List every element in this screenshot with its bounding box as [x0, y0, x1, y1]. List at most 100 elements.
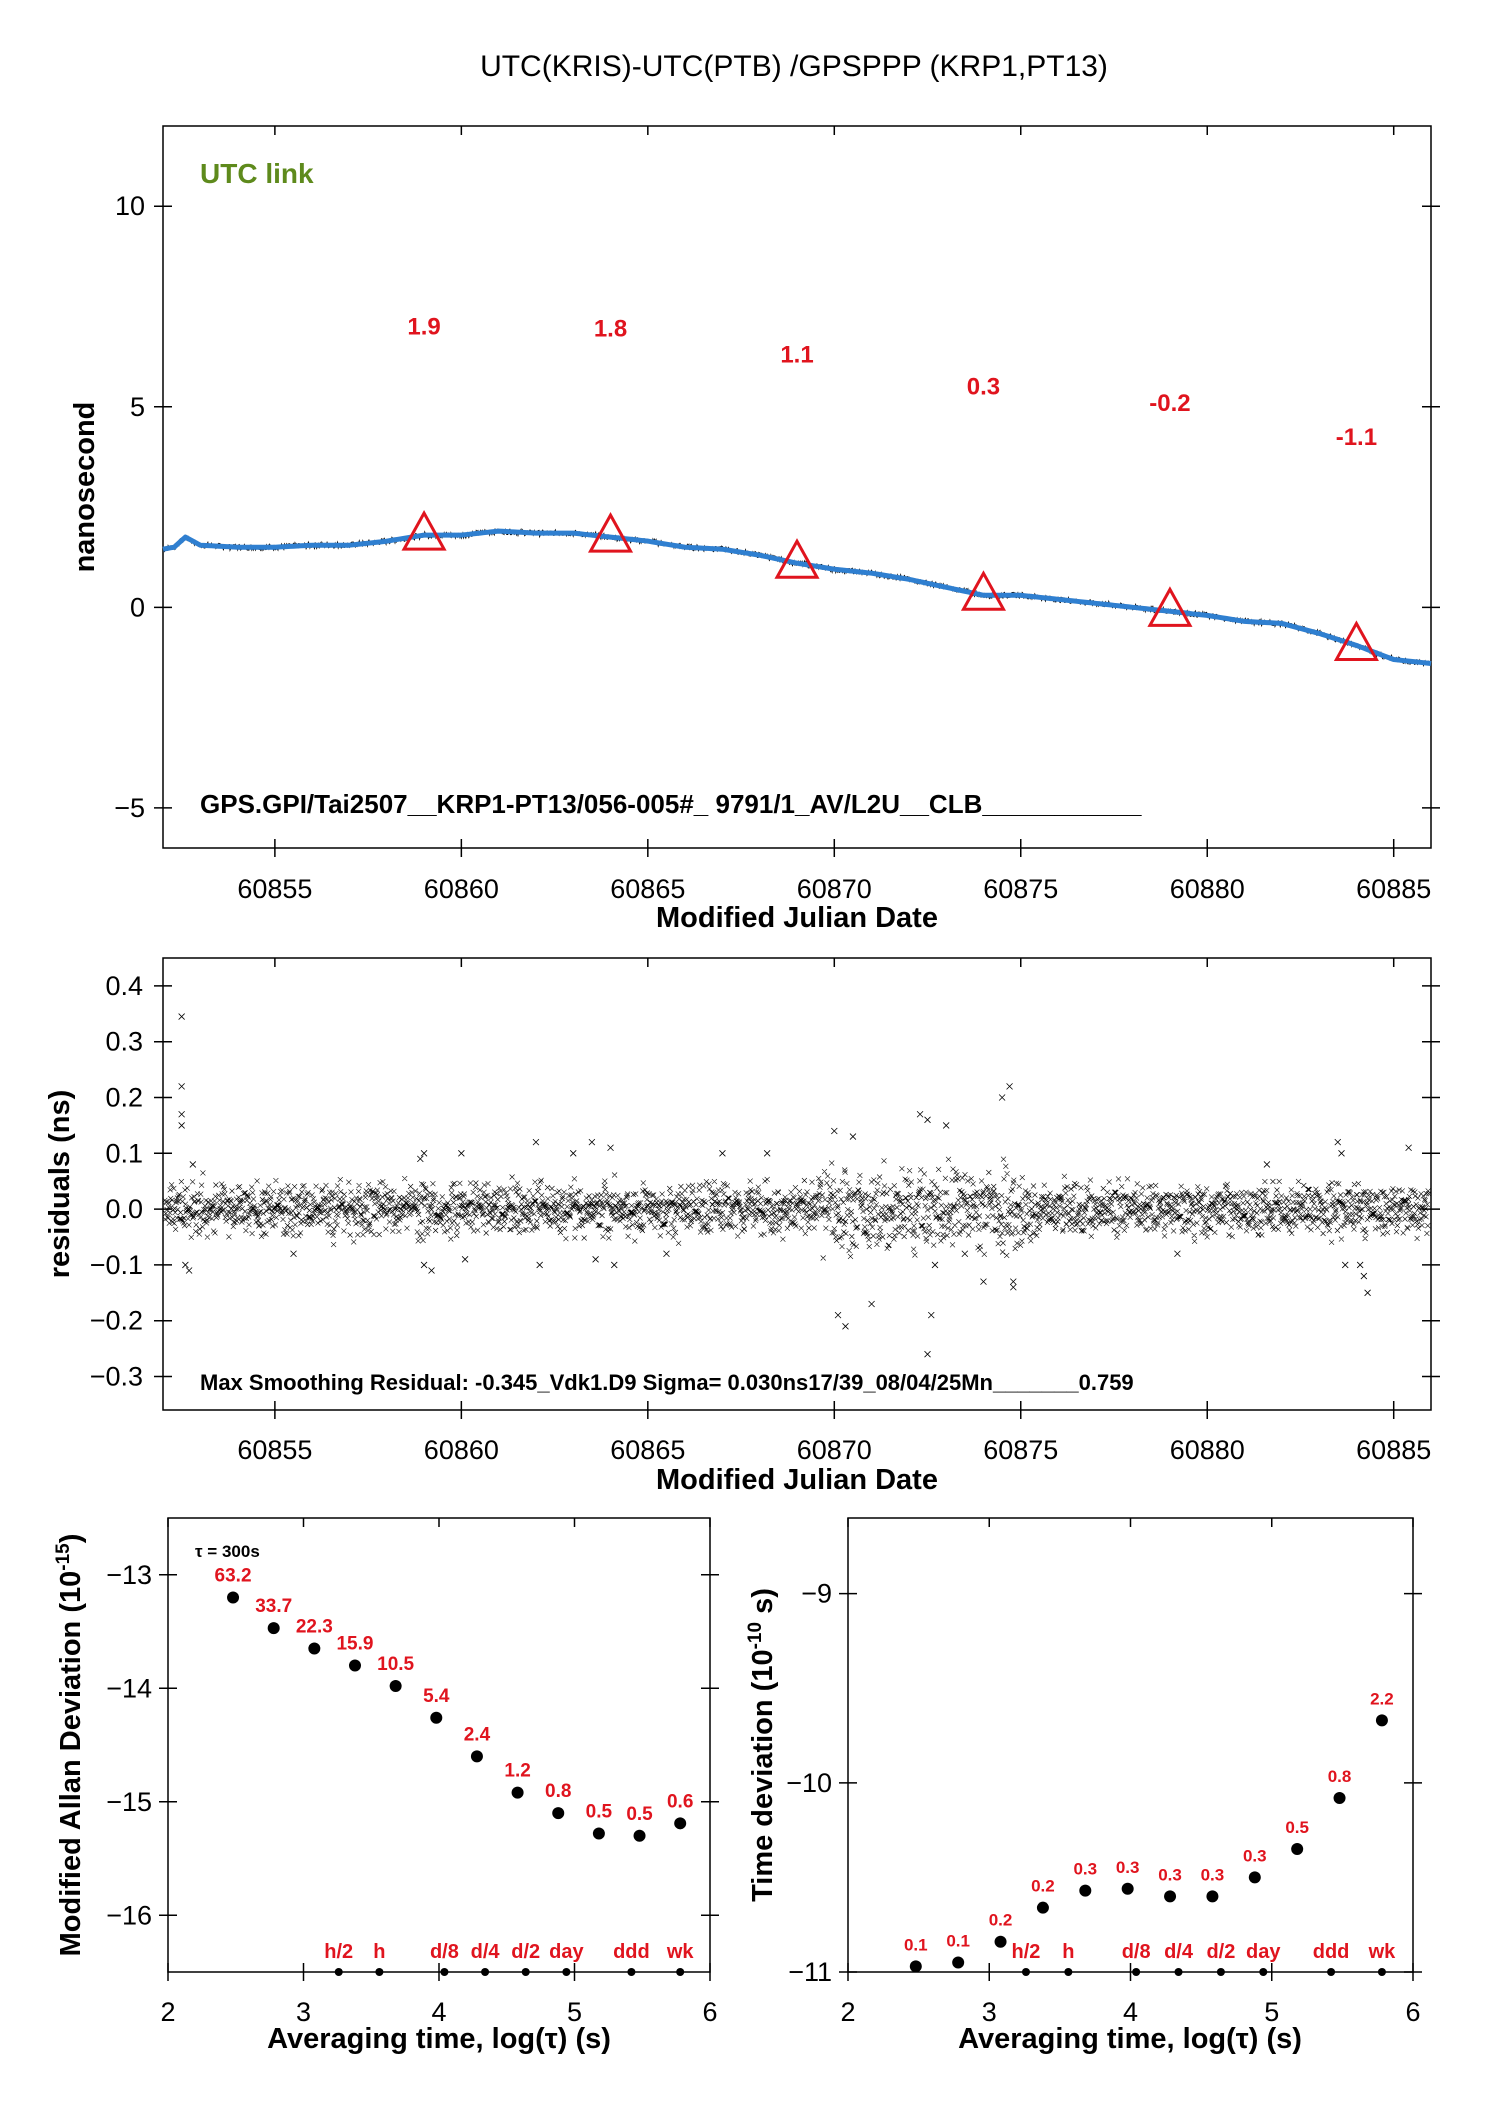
residual-outlier-point: [417, 1155, 424, 1163]
period-marker: [627, 1968, 636, 1976]
period-marker: [1259, 1968, 1268, 1976]
period-marker: [521, 1968, 530, 1976]
residual-outlier-point: [834, 1311, 842, 1319]
period-marker: [1021, 1968, 1030, 1976]
deviation-point: [633, 1829, 646, 1842]
deviation-point: [1121, 1882, 1134, 1895]
y-tick-label: 0.1: [105, 1138, 143, 1168]
residual-outlier-point: [1010, 1278, 1017, 1285]
period-label: d/4: [471, 1941, 501, 1963]
y-axis-label-exponent: -10: [745, 1622, 766, 1649]
monthly-marker: [401, 510, 447, 551]
x-tick-label: 2: [160, 1997, 175, 2027]
y-tick-label: −13: [106, 1560, 152, 1590]
tdev-x-tick-labels: 2 3 4 5 6: [840, 1997, 1420, 2027]
residual-outlier-point: [461, 1256, 469, 1263]
period-marker: [440, 1968, 449, 1976]
x-tick-label: 6: [702, 1997, 717, 2027]
residual-outlier-point: [980, 1278, 987, 1285]
x-axis-label: Averaging time, log(τ) (s): [267, 2023, 611, 2055]
y-tick-label: 5: [130, 392, 145, 422]
period-marker: [1327, 1968, 1336, 1976]
period-label: h/2: [324, 1941, 353, 1963]
residual-outlier-point: [931, 1261, 939, 1269]
residual-outlier-point: [924, 1350, 931, 1358]
y-axis-label-end: s): [747, 1588, 779, 1622]
marker-value-label: -0.2: [1149, 390, 1190, 417]
y-tick-label: 0.2: [105, 1083, 143, 1113]
residual-outlier-point: [924, 1116, 931, 1124]
y-tick-label: 0: [130, 592, 145, 622]
deviation-value-label: 0.5: [1285, 1818, 1309, 1837]
deviation-value-label: 0.5: [586, 1802, 613, 1823]
deviation-value-label: 0.2: [1031, 1877, 1055, 1896]
y-tick-label: 0.3: [105, 1027, 143, 1057]
deviation-value-label: 2.4: [464, 1724, 491, 1745]
residual-outlier-point: [663, 1250, 670, 1258]
residual-outlier-point: [1360, 1272, 1368, 1280]
residuals-y-tick-labels: 0.4 0.3 0.2 0.1 0.0 −0.1 −0.2 −0.3: [90, 971, 143, 1392]
y-axis-label: Time deviation (10-10 s): [745, 1588, 779, 1902]
residual-outlier-point: [842, 1323, 849, 1330]
period-label: h: [373, 1941, 385, 1963]
smoothed-offset-line: [162, 528, 1432, 666]
period-marker: [481, 1968, 490, 1976]
tau-note: τ = 300s: [195, 1542, 260, 1561]
deviation-point: [1206, 1890, 1219, 1903]
residuals-panel: 60855 60860 60865 60870 60875 60880 6088…: [44, 957, 1440, 1496]
offset-axis-ticks: [154, 126, 1440, 857]
period-label: ddd: [613, 1941, 650, 1963]
allan-period-labels: h/2 h d/8 d/4 d/2 day ddd wk: [324, 1941, 694, 1963]
deviation-value-label: 0.3: [1116, 1858, 1140, 1877]
x-tick-label: 60870: [797, 1435, 872, 1465]
offset-plot-frame: [162, 125, 1432, 849]
marker-value-label: 1.1: [780, 342, 813, 369]
residual-outlier-point: [588, 1138, 596, 1146]
residuals-x-tick-labels: 60855 60860 60865 60870 60875 60880 6088…: [237, 1435, 1431, 1465]
deviation-value-label: 15.9: [336, 1634, 373, 1655]
deviation-value-label: 1.2: [504, 1761, 530, 1782]
period-marker: [375, 1968, 384, 1976]
period-marker: [1064, 1968, 1073, 1976]
x-tick-label: 60880: [1170, 1435, 1245, 1465]
y-tick-label: 0.4: [105, 971, 143, 1001]
deviation-value-label: 63.2: [215, 1565, 252, 1586]
deviation-point: [511, 1786, 524, 1799]
deviation-point: [267, 1622, 280, 1635]
deviation-value-label: 0.8: [545, 1781, 571, 1802]
period-marker: [676, 1968, 685, 1976]
residual-outlier-point: [916, 1110, 924, 1118]
deviation-value-label: 0.2: [989, 1911, 1013, 1930]
x-tick-label: 5: [1264, 1997, 1279, 2027]
allan-x-tick-labels: 2 3 4 5 6: [160, 1997, 717, 2027]
deviation-value-label: 22.3: [296, 1617, 333, 1638]
smoothing-note: Max Smoothing Residual: -0.345_Vdk1.D9 S…: [200, 1370, 1134, 1395]
deviation-value-label: 0.3: [1073, 1860, 1097, 1879]
deviation-value-label: 0.3: [1201, 1865, 1225, 1884]
link-info-text: GPS.GPI/Tai2507__KRP1-PT13/056-005#_ 979…: [200, 789, 1142, 819]
residual-outlier-point: [868, 1300, 875, 1308]
deviation-point: [1164, 1890, 1177, 1903]
residual-noise-band: [162, 1156, 1432, 1261]
y-tick-label: −15: [106, 1787, 152, 1817]
deviation-point: [1248, 1871, 1261, 1884]
marker-value-label: 1.8: [594, 316, 627, 343]
tdev-axis-ticks: [839, 1518, 1422, 1981]
residual-outlier-point: [1356, 1261, 1364, 1269]
deviation-point: [994, 1935, 1007, 1948]
allan-points: 63.233.722.315.910.5 5.4 2.4 1.2 0.8 0.5 0.5 0.…: [215, 1565, 693, 1976]
tdev-plot-frame: [847, 1517, 1414, 1973]
x-tick-label: 60885: [1356, 874, 1431, 904]
residuals-axis-ticks: [154, 958, 1440, 1419]
deviation-value-label: 0.3: [1158, 1865, 1182, 1884]
x-tick-label: 3: [982, 1997, 997, 2027]
tdev-period-labels: h/2 h d/8 d/4 d/2 day ddd wk: [1012, 1941, 1397, 1963]
residual-outlier-point: [178, 1122, 185, 1129]
y-tick-label: −0.2: [90, 1306, 143, 1336]
x-tick-label: 60875: [983, 1435, 1058, 1465]
y-tick-label: −10: [786, 1768, 832, 1798]
allan-axis-ticks: [159, 1518, 719, 1981]
residual-outlier-point: [290, 1250, 297, 1258]
period-label: d/4: [1164, 1941, 1194, 1963]
